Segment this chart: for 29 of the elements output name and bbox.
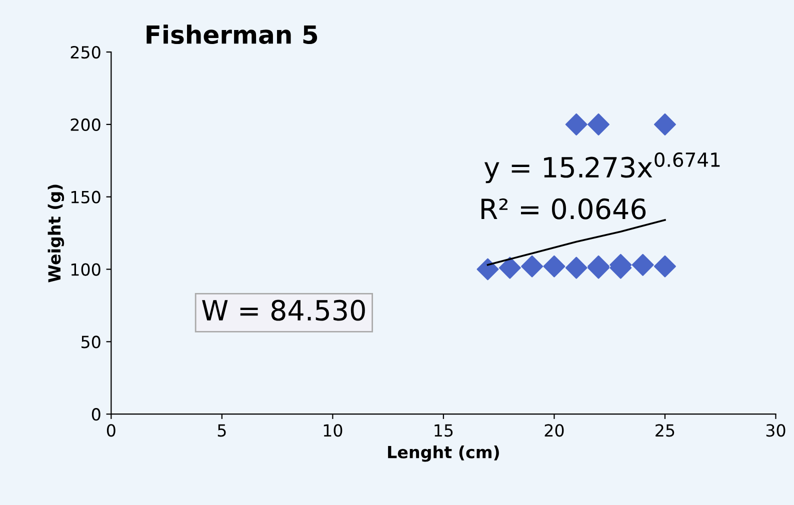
chart-title: Fisherman 5 <box>146 24 318 44</box>
point <box>565 256 588 279</box>
point <box>543 255 566 278</box>
y-tick-label: 50 <box>82 336 100 348</box>
y-tick-label: 150 <box>71 190 100 204</box>
y-tick-label: 250 <box>70 46 100 59</box>
annotation: R² = 0.0646 <box>482 198 646 220</box>
annotation: W = 84.530 <box>202 300 365 321</box>
x-axis-title: Lenght (cm) <box>388 446 499 462</box>
point <box>654 113 676 136</box>
point <box>498 256 521 279</box>
x-tick-label: 25 <box>656 424 674 437</box>
y-tick-label: 100 <box>71 263 100 276</box>
y-axis-title: Weight (g) <box>48 184 64 282</box>
point <box>521 255 544 278</box>
y-tick-label: 0 <box>92 408 100 421</box>
x-tick-label: 0 <box>106 424 116 437</box>
point <box>476 258 499 280</box>
x-tick-label: 15 <box>434 424 453 437</box>
x-tick-label: 5 <box>218 424 226 437</box>
point <box>565 113 588 136</box>
x-tick-label: 10 <box>324 424 342 437</box>
point <box>654 255 676 278</box>
point <box>632 254 654 276</box>
annotation: y = 15.273x$^{0.6741}$ <box>484 152 720 184</box>
x-tick-label: 30 <box>766 424 786 437</box>
y-tick-label: 200 <box>70 118 100 131</box>
x-tick-label: 20 <box>544 424 564 437</box>
point <box>588 113 610 136</box>
